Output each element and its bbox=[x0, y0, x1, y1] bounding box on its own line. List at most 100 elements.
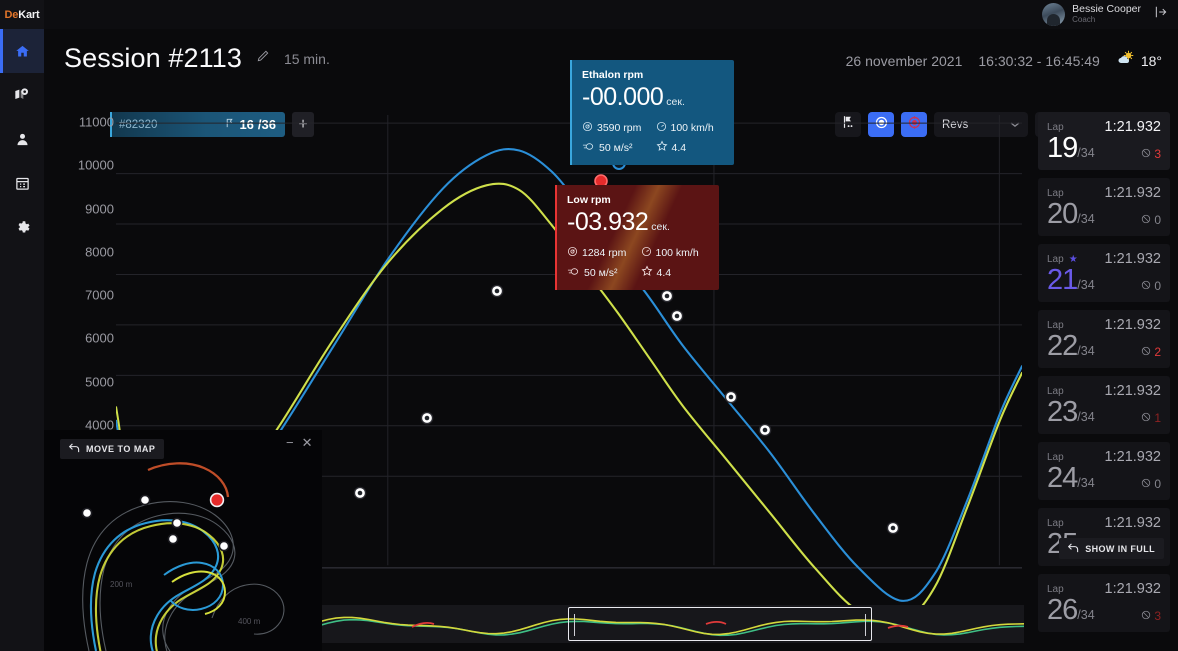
lap-top-left: Lap ★ bbox=[1047, 254, 1078, 265]
minimize-icon[interactable]: − bbox=[286, 435, 294, 450]
lap-top-left: Lap bbox=[1047, 122, 1064, 133]
lap-card[interactable]: Lap 1:21.932 19/34 3 bbox=[1038, 112, 1170, 170]
lap-card-top: Lap 1:21.932 bbox=[1047, 119, 1161, 135]
penalty-value: 0 bbox=[1154, 279, 1161, 294]
stat-speed: 100 km/h bbox=[641, 246, 709, 260]
logout-icon[interactable] bbox=[1154, 5, 1168, 24]
chip-total: /36 bbox=[257, 117, 276, 132]
lap-penalty: 0 bbox=[1141, 477, 1161, 491]
lap-time: 1:21.932 bbox=[1104, 581, 1161, 597]
y-axis: 11000 10000 9000 8000 7000 6000 5000 4000 bbox=[52, 115, 124, 575]
y-tick-label: 4000 bbox=[85, 417, 114, 433]
tooltip-low-rpm[interactable]: Low rpm -03.932 сек. 1284 rpm 100 km/h 50… bbox=[555, 185, 719, 290]
lap-card-bottom: 19/34 3 bbox=[1047, 132, 1161, 164]
chart-marker[interactable] bbox=[724, 390, 738, 404]
user-profile[interactable]: Bessie Cooper Coach bbox=[1042, 3, 1168, 26]
penalty-value: 0 bbox=[1154, 213, 1161, 228]
chart-marker[interactable] bbox=[670, 309, 684, 323]
tooltip-number: -03.932 bbox=[567, 208, 649, 236]
lap-top-left: Lap bbox=[1047, 320, 1064, 331]
lap-card[interactable]: Lap 1:21.932 23/34 1 bbox=[1038, 376, 1170, 434]
scrubber-overview bbox=[320, 616, 1024, 637]
penalty-value: 3 bbox=[1154, 609, 1161, 624]
title-row: Session #2113 15 min. bbox=[64, 43, 330, 74]
lap-card[interactable]: Lap 1:21.932 20/34 0 bbox=[1038, 178, 1170, 236]
y-tick-label: 7000 bbox=[85, 287, 114, 303]
chart-plot[interactable] bbox=[116, 115, 1022, 651]
chart-marker[interactable] bbox=[660, 289, 674, 303]
gear-icon bbox=[15, 220, 30, 235]
session-chip[interactable]: #82320 16/36 bbox=[110, 112, 285, 137]
stat-accel-text: 50 м/s² bbox=[584, 266, 618, 279]
target-circle-button[interactable] bbox=[868, 112, 894, 137]
rpm-icon bbox=[582, 121, 593, 135]
lap-chip-row: #82320 16/36 + bbox=[110, 112, 314, 137]
chart-marker[interactable] bbox=[594, 174, 608, 188]
chart-marker[interactable] bbox=[420, 411, 434, 425]
lap-number-wrap: 22/34 bbox=[1047, 330, 1095, 362]
lap-card[interactable]: Lap 1:21.932 24/34 0 bbox=[1038, 442, 1170, 500]
lap-card[interactable]: Lap 1:21.932 26/34 3 bbox=[1038, 574, 1170, 632]
add-chip-button[interactable]: + bbox=[292, 112, 314, 137]
lap-card[interactable]: Lap ★ 1:21.932 21/34 0 bbox=[1038, 244, 1170, 302]
chart-marker[interactable] bbox=[758, 423, 772, 437]
sun-cloud-icon bbox=[1116, 50, 1136, 71]
lap-number-wrap: 20/34 bbox=[1047, 198, 1095, 230]
sidebar-item-schedule[interactable] bbox=[0, 161, 44, 205]
target-red-button[interactable] bbox=[901, 112, 927, 137]
chart-marker[interactable] bbox=[490, 284, 504, 298]
scrubber-handle-left[interactable] bbox=[574, 614, 575, 636]
lap-top-left: Lap bbox=[1047, 452, 1064, 463]
penalty-icon bbox=[1141, 345, 1151, 359]
y-tick-label: 8000 bbox=[85, 244, 114, 260]
lap-number: 22 bbox=[1047, 330, 1078, 362]
speed-icon bbox=[641, 246, 652, 260]
track-map bbox=[81, 462, 285, 651]
flag-compare-button[interactable] bbox=[835, 112, 861, 137]
panel-controls: − ✕ bbox=[286, 436, 313, 449]
home-icon bbox=[15, 44, 30, 59]
chart-marker[interactable] bbox=[886, 521, 900, 535]
lap-card-bottom: 20/34 0 bbox=[1047, 198, 1161, 230]
left-nav-rail: De Kart bbox=[0, 0, 44, 651]
speed-icon bbox=[656, 121, 667, 135]
show-in-full-button[interactable]: SHOW IN FULL bbox=[1059, 538, 1164, 559]
stat-speed: 100 km/h bbox=[656, 121, 724, 135]
lap-penalty: 3 bbox=[1141, 147, 1161, 161]
lap-penalty: 1 bbox=[1141, 411, 1161, 425]
tooltip-ethalon[interactable]: Ethalon rpm -00.000 сек. 3590 rpm 100 km/… bbox=[570, 60, 734, 165]
weather-widget: 18° bbox=[1116, 50, 1162, 71]
lap-time: 1:21.932 bbox=[1104, 119, 1161, 135]
user-name: Bessie Cooper bbox=[1072, 3, 1141, 16]
sidebar-item-home[interactable] bbox=[0, 29, 44, 73]
move-to-map-button[interactable]: MOVE TO MAP bbox=[60, 439, 165, 459]
tooltip-label: Ethalon rpm bbox=[582, 69, 644, 81]
lap-card[interactable]: Lap 1:21.932 22/34 2 bbox=[1038, 310, 1170, 368]
close-icon[interactable]: ✕ bbox=[301, 435, 313, 450]
session-date: 26 november 2021 bbox=[845, 52, 963, 69]
pencil-icon[interactable] bbox=[256, 49, 270, 68]
lap-card-top: Lap 1:21.932 bbox=[1047, 515, 1161, 531]
sidebar-item-drivers[interactable] bbox=[0, 117, 44, 161]
penalty-icon bbox=[1141, 279, 1151, 293]
scrubber-window[interactable] bbox=[568, 607, 872, 641]
lap-total: /34 bbox=[1077, 608, 1095, 622]
timeline-scrubber[interactable] bbox=[320, 605, 1024, 643]
stat-rating: 4.4 bbox=[640, 265, 709, 280]
lap-number-wrap: 24/34 bbox=[1047, 462, 1095, 494]
metric-select[interactable]: Revs bbox=[934, 112, 1028, 137]
stat-accel: 50 м/s² bbox=[567, 265, 635, 280]
sidebar-item-tracks[interactable] bbox=[0, 73, 44, 117]
lap-list[interactable]: Lap 1:21.932 19/34 3 Lap 1:21.932 20/34 0 Lap ★ 1:… bbox=[1030, 112, 1178, 651]
temperature: 18° bbox=[1140, 52, 1162, 69]
stat-rpm: 1284 rpm bbox=[567, 246, 635, 260]
sidebar-item-settings[interactable] bbox=[0, 205, 44, 249]
tooltip-unit: сек. bbox=[666, 96, 685, 108]
scrubber-handle-right[interactable] bbox=[865, 614, 866, 636]
lap-number: 24 bbox=[1047, 462, 1078, 494]
chart-marker[interactable] bbox=[353, 486, 367, 500]
lap-time: 1:21.932 bbox=[1104, 449, 1161, 465]
track-map-panel[interactable]: MOVE TO MAP 200 m 400 m bbox=[44, 430, 322, 651]
stat-rating-text: 4.4 bbox=[671, 141, 687, 154]
